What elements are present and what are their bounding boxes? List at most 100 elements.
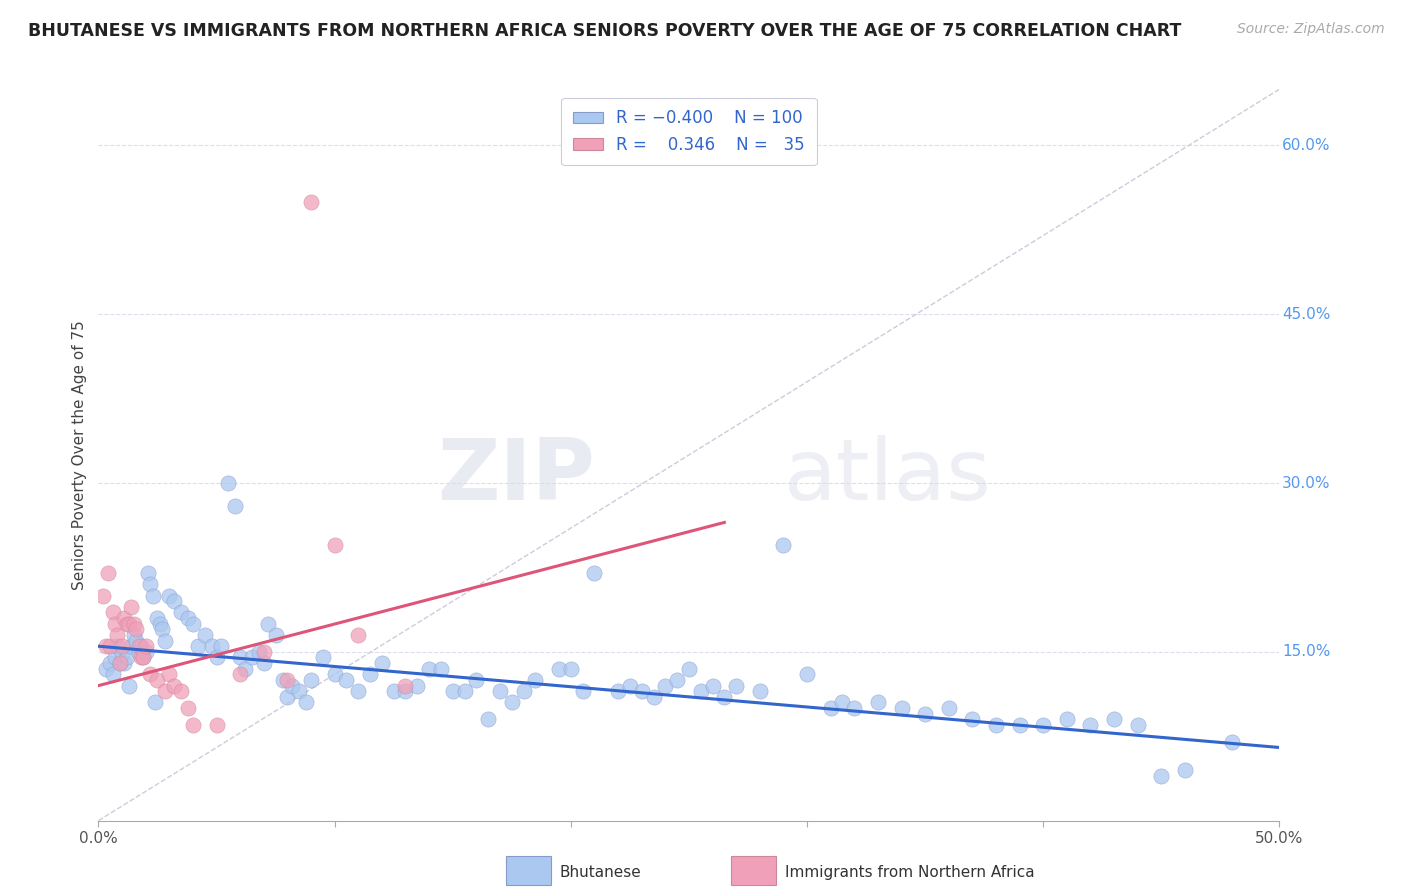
Point [619,679,641,693]
Point [702,679,724,693]
Point [831,696,853,710]
Point [583,566,606,580]
Point [121,599,143,614]
Point [240,650,263,665]
Point [312,650,335,665]
Point [139,667,162,681]
Point [678,662,700,676]
Point [281,679,304,693]
Point [233,662,256,676]
Point [560,662,582,676]
Point [98,656,121,670]
Point [1080,718,1102,732]
Point [295,696,318,710]
Point [146,611,169,625]
Point [163,679,186,693]
Text: 30.0%: 30.0% [1282,475,1330,491]
Point [654,679,676,693]
Point [725,679,748,693]
Point [194,628,217,642]
Point [1174,763,1197,777]
Legend: R = −0.400    N = 100, R =    0.346    N =   35: R = −0.400 N = 100, R = 0.346 N = 35 [561,97,817,165]
Point [101,667,124,681]
Point [187,639,209,653]
Text: Source: ZipAtlas.com: Source: ZipAtlas.com [1237,22,1385,37]
Point [253,645,276,659]
Point [371,656,394,670]
Point [98,639,121,653]
Point [257,616,280,631]
Point [512,684,534,698]
Point [229,650,252,665]
Point [132,650,155,665]
Point [796,667,818,681]
Text: Bhutanese: Bhutanese [560,865,641,880]
Point [108,656,131,670]
Point [111,647,134,661]
Point [125,633,148,648]
Point [1126,718,1149,732]
Point [157,589,180,603]
Point [139,577,162,591]
Point [205,650,228,665]
Point [128,639,150,653]
Point [430,662,453,676]
Point [276,673,298,687]
Point [984,718,1007,732]
Point [105,628,128,642]
Point [689,684,711,698]
Point [323,538,346,552]
Point [112,611,135,625]
Point [111,639,134,653]
Point [217,476,239,491]
Point [299,673,322,687]
Point [118,679,141,693]
Point [382,684,405,698]
Text: ZIP: ZIP [437,435,595,518]
Text: atlas: atlas [783,435,991,518]
Point [441,684,464,698]
Point [571,684,593,698]
Y-axis label: Seniors Poverty Over the Age of 75: Seniors Poverty Over the Age of 75 [72,320,87,590]
Text: 45.0%: 45.0% [1282,307,1330,322]
Point [150,623,173,637]
Point [112,656,135,670]
Point [163,594,186,608]
Point [224,499,246,513]
Point [181,616,204,631]
Point [170,684,193,698]
Point [135,639,157,653]
Point [121,639,143,653]
Point [97,566,120,580]
Point [866,696,889,710]
Point [347,628,370,642]
Point [1102,712,1125,726]
Text: BHUTANESE VS IMMIGRANTS FROM NORTHERN AFRICA SENIORS POVERTY OVER THE AGE OF 75 : BHUTANESE VS IMMIGRANTS FROM NORTHERN AF… [28,22,1181,40]
Point [201,639,224,653]
Point [962,712,984,726]
Point [1150,769,1173,783]
Point [153,684,176,698]
Point [209,639,232,653]
Point [1056,712,1078,726]
Point [146,673,169,687]
Point [643,690,665,704]
Point [394,679,416,693]
Point [323,667,346,681]
Point [748,684,770,698]
Point [205,718,228,732]
Point [170,606,193,620]
Point [129,639,152,653]
Point [772,538,794,552]
Point [335,673,357,687]
Point [118,616,141,631]
Point [359,667,381,681]
Point [122,628,145,642]
Point [914,706,936,721]
Point [253,656,276,670]
Point [820,701,842,715]
Point [453,684,475,698]
Point [548,662,571,676]
Point [115,616,138,631]
Point [115,650,138,665]
